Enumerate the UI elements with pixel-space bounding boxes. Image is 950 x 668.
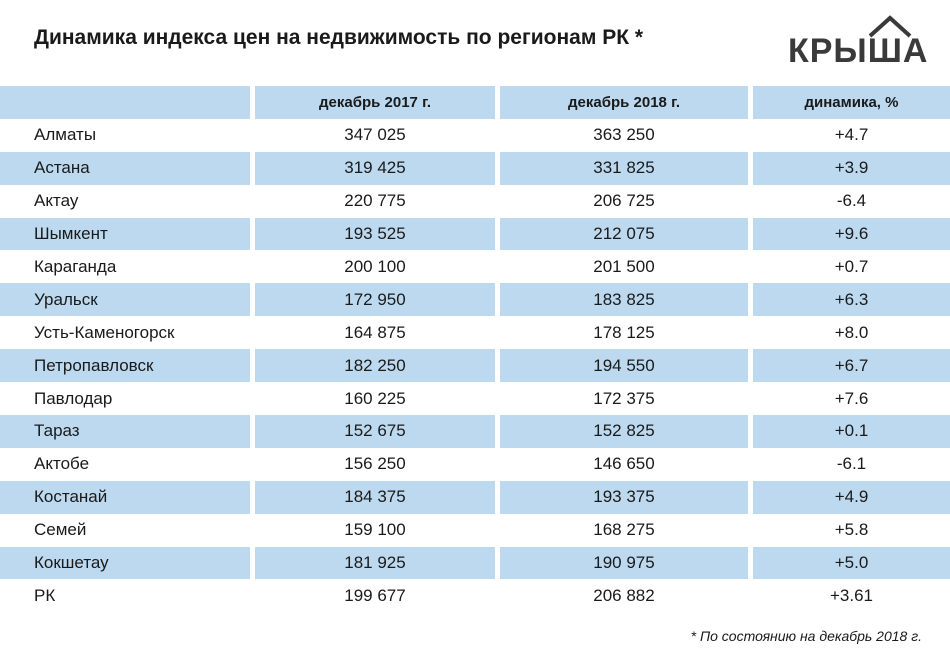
table-row: Уральск 172 950 183 825 +6.3 <box>0 283 950 317</box>
value-cell: +3.61 <box>829 585 873 605</box>
value-cell: 181 925 <box>255 546 495 580</box>
value-cell: +6.7 <box>753 349 950 383</box>
logo: КРЫША <box>788 14 938 70</box>
value-cell: 193 525 <box>255 217 495 251</box>
region: Усть-Каменогорск <box>34 322 175 342</box>
value-cell: 172 950 <box>255 283 495 317</box>
region: Алматы <box>34 125 97 145</box>
table-row: Костанай 184 375 193 375 +4.9 <box>0 480 950 514</box>
value-cell: -6.1 <box>836 454 867 474</box>
table-row: Петропавловск 182 250 194 550 +6.7 <box>0 349 950 383</box>
value-cell: 206 882 <box>593 585 655 605</box>
region: РК <box>34 585 56 605</box>
region: Павлодар <box>34 388 113 408</box>
value-cell: 199 677 <box>344 585 406 605</box>
column-header: декабрь 2018 г. <box>500 86 748 119</box>
column-header: динамика, % <box>753 86 950 119</box>
value-cell: +0.1 <box>753 415 950 448</box>
region: Семей <box>34 520 87 540</box>
region: Актау <box>34 191 79 211</box>
table-row: Усть-Каменогорск 164 875 178 125 +8.0 <box>0 316 950 349</box>
region: Тараз <box>0 415 250 448</box>
region: Актобе <box>34 454 90 474</box>
table-row: Астана 319 425 331 825 +3.9 <box>0 151 950 185</box>
column-header: декабрь 2017 г. <box>255 86 495 119</box>
value-cell: 206 725 <box>593 191 655 211</box>
value-cell: 183 825 <box>500 283 748 317</box>
value-cell: +4.7 <box>834 125 869 145</box>
value-cell: +7.6 <box>834 388 869 408</box>
value-cell: 159 100 <box>344 520 406 540</box>
value-cell: 319 425 <box>255 151 495 185</box>
value-cell: 152 825 <box>500 415 748 448</box>
value-cell: 168 275 <box>593 520 655 540</box>
region: Уральск <box>0 283 250 317</box>
value-cell: 184 375 <box>255 480 495 514</box>
value-cell: 220 775 <box>344 191 406 211</box>
table-row: Тараз 152 675 152 825 +0.1 <box>0 415 950 448</box>
value-cell: 172 375 <box>593 388 655 408</box>
value-cell: +5.8 <box>834 520 869 540</box>
value-cell: 193 375 <box>500 480 748 514</box>
logo-roof <box>868 15 912 38</box>
value-cell: +5.0 <box>753 546 950 580</box>
logo-text: КРЫША <box>788 32 929 70</box>
value-cell: +9.6 <box>753 217 950 251</box>
value-cell: +4.9 <box>753 480 950 514</box>
table-row: Семей 159 100 168 275 +5.8 <box>0 514 950 547</box>
value-cell: 156 250 <box>344 454 406 474</box>
header-row: декабрь 2017 г. декабрь 2018 г. динамика, … <box>0 86 950 119</box>
column-header <box>0 86 250 119</box>
value-cell: 160 225 <box>344 388 406 408</box>
value-cell: 194 550 <box>500 349 748 383</box>
title: Динамика индекса цен на недвижимость по … <box>34 26 644 49</box>
table-row: Павлодар 160 225 172 375 +7.6 <box>0 382 950 415</box>
value-cell: 152 675 <box>255 415 495 448</box>
value-cell: 347 025 <box>344 125 406 145</box>
value-cell: 200 100 <box>344 256 406 276</box>
table-row: Актобе 156 250 146 650 -6.1 <box>0 448 950 481</box>
region: Караганда <box>34 256 117 276</box>
table-row: Шымкент 193 525 212 075 +9.6 <box>0 217 950 251</box>
value-cell: 363 250 <box>593 125 655 145</box>
value-cell: 146 650 <box>593 454 655 474</box>
value-cell: +8.0 <box>834 322 869 342</box>
value-cell: +0.7 <box>834 256 869 276</box>
region: Шымкент <box>0 217 250 251</box>
value-cell: +3.9 <box>753 151 950 185</box>
value-cell: 164 875 <box>344 322 406 342</box>
value-cell: 190 975 <box>500 546 748 580</box>
value-cell: 182 250 <box>255 349 495 383</box>
value-cell: -6.4 <box>836 191 867 211</box>
table-row: Кокшетау 181 925 190 975 +5.0 <box>0 546 950 580</box>
value-cell: 178 125 <box>593 322 655 342</box>
region: Петропавловск <box>0 349 250 383</box>
table-row: РК 199 677 206 882 +3.61 <box>0 580 950 613</box>
table-row: Алматы 347 025 363 250 +4.7 <box>0 119 950 152</box>
region: Костанай <box>0 480 250 514</box>
value-cell: 212 075 <box>500 217 748 251</box>
table-row: Актау 220 775 206 725 -6.4 <box>0 185 950 218</box>
value-cell: +6.3 <box>753 283 950 317</box>
table-row: Караганда 200 100 201 500 +0.7 <box>0 251 950 284</box>
region: Кокшетау <box>0 546 250 580</box>
value-cell: 201 500 <box>593 256 655 276</box>
value-cell: 331 825 <box>500 151 748 185</box>
region: Астана <box>0 151 250 185</box>
footnote: * По состоянию на декабрь 2018 г. <box>690 628 922 644</box>
